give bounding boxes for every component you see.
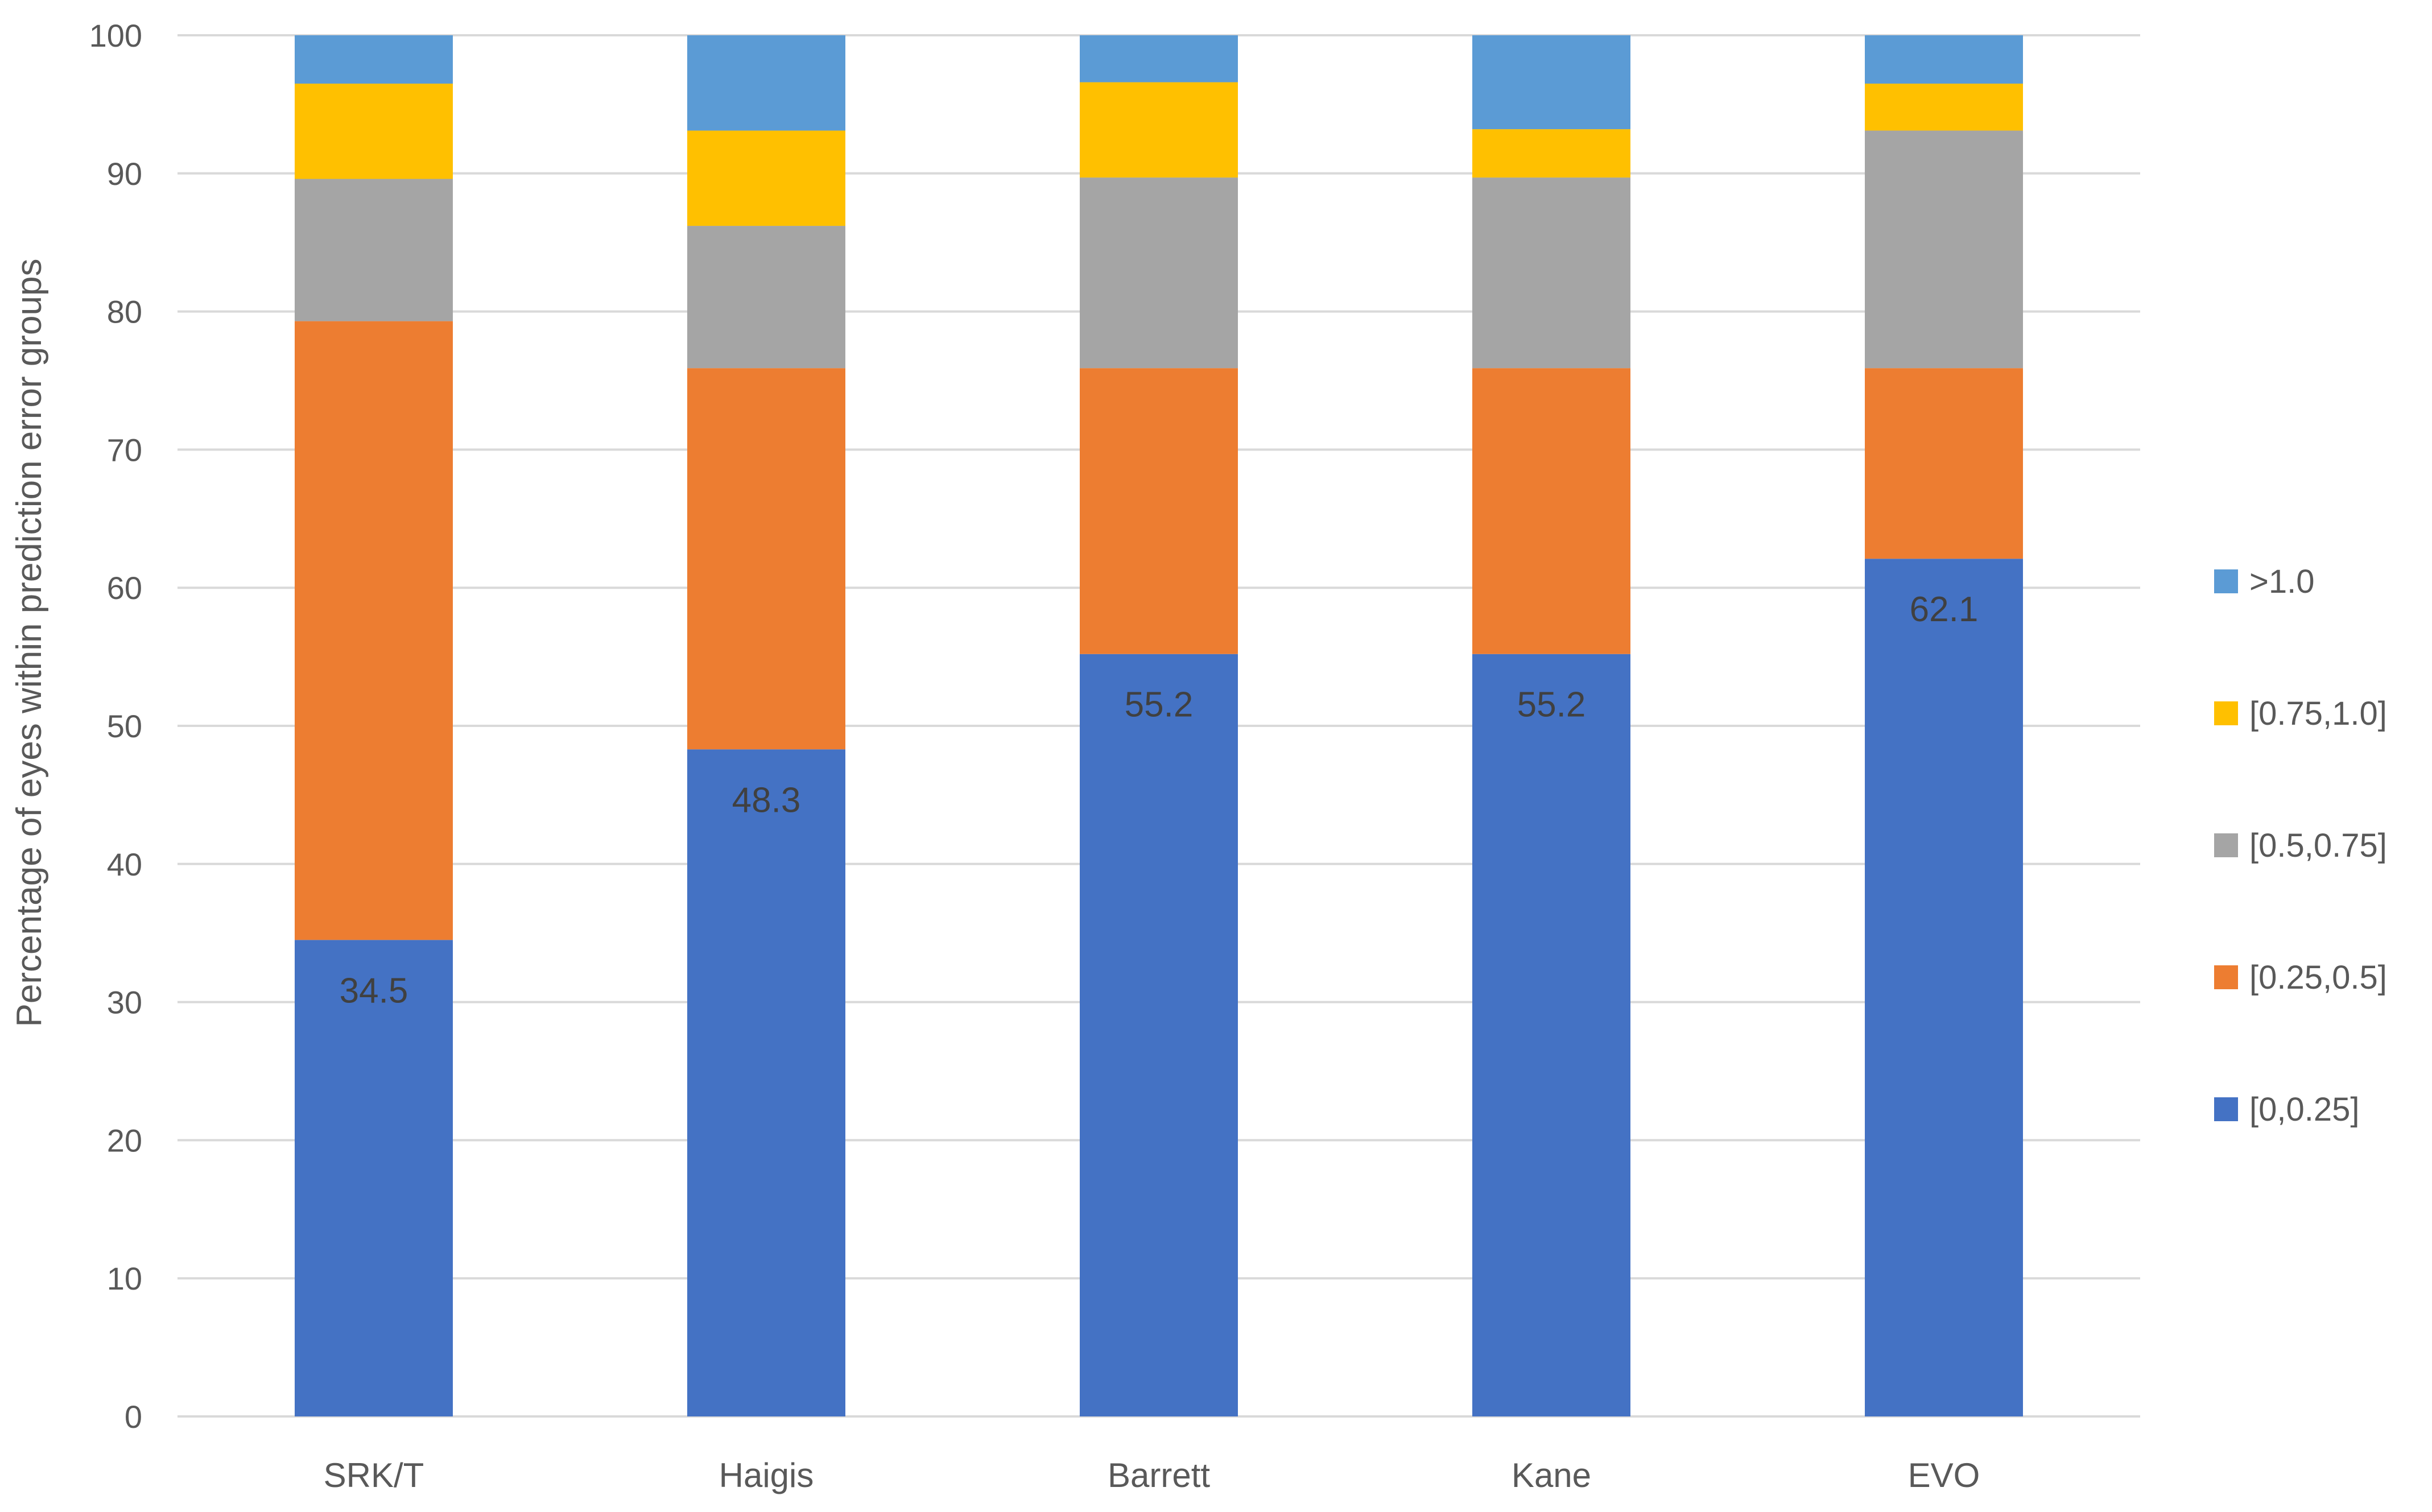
data-labels: 34.5 48.3 55.2 55.2 62.1 — [340, 590, 1979, 1010]
bar-segment — [295, 179, 453, 321]
legend: >1.0 [0.75,1.0] [0.5,0.75] [0.25,0.5] [0,0.2… — [2214, 563, 2387, 1128]
bar-segment — [1080, 368, 1238, 654]
bar-segment — [1472, 129, 1630, 178]
bar-segment — [1080, 177, 1238, 369]
bar-segment — [687, 749, 845, 1416]
bar-segment — [295, 940, 453, 1416]
legend-item: [0.75,1.0] — [2214, 695, 2387, 732]
y-tick-label: 70 — [107, 432, 142, 468]
x-tick-label: Kane — [1512, 1456, 1591, 1494]
y-tick-label: 60 — [107, 570, 142, 606]
legend-label: [0.5,0.75] — [2249, 827, 2387, 864]
x-tick-label: SRK/T — [324, 1456, 424, 1494]
y-tick-label: 30 — [107, 985, 142, 1021]
y-tick-label: 40 — [107, 846, 142, 882]
legend-item: [0.5,0.75] — [2214, 827, 2387, 864]
data-label: 55.2 — [1517, 685, 1586, 725]
legend-label: [0.75,1.0] — [2249, 695, 2387, 732]
bar-segment — [1080, 35, 1238, 82]
bar-segment — [295, 83, 453, 179]
bar-segment — [1865, 130, 2023, 369]
bar-segment — [1472, 654, 1630, 1416]
legend-label: [0.25,0.5] — [2249, 959, 2387, 996]
legend-item: [0.25,0.5] — [2214, 959, 2387, 996]
legend-label: >1.0 — [2249, 563, 2315, 600]
data-label: 34.5 — [340, 971, 408, 1010]
bar-segment — [1080, 654, 1238, 1416]
y-tick-label: 50 — [107, 708, 142, 744]
y-axis-title: Percentage of eyes within prediction err… — [10, 259, 49, 1027]
legend-item: [0,0.25] — [2214, 1091, 2359, 1128]
data-label: 55.2 — [1125, 685, 1194, 725]
y-tick-label: 100 — [89, 18, 142, 53]
x-tick-label: Barrett — [1108, 1456, 1210, 1494]
legend-swatch — [2214, 965, 2238, 989]
bar-segment — [1865, 35, 2023, 84]
bar-segment — [295, 35, 453, 84]
y-tick-label: 80 — [107, 294, 142, 330]
legend-label: [0,0.25] — [2249, 1091, 2359, 1128]
bar-segment — [1472, 177, 1630, 369]
x-tick-label: EVO — [1908, 1456, 1980, 1494]
bar-segment — [687, 130, 845, 226]
data-label: 62.1 — [1910, 590, 1979, 629]
bars — [295, 35, 2023, 1417]
legend-swatch — [2214, 1097, 2238, 1121]
bar-segment — [1865, 83, 2023, 131]
legend-item: >1.0 — [2214, 563, 2315, 600]
bar-segment — [687, 226, 845, 369]
legend-swatch — [2214, 569, 2238, 593]
bar-segment — [687, 368, 845, 750]
x-axis-ticks: SRK/T Haigis Barrett Kane EVO — [324, 1456, 1980, 1494]
bar-segment — [295, 321, 453, 940]
bar-segment — [1080, 82, 1238, 178]
x-tick-label: Haigis — [719, 1456, 814, 1494]
y-tick-label: 90 — [107, 156, 142, 192]
data-label: 48.3 — [732, 780, 801, 820]
legend-swatch — [2214, 701, 2238, 725]
y-axis-ticks: 0 10 20 30 40 50 60 70 80 90 100 — [89, 18, 142, 1435]
y-tick-label: 20 — [107, 1122, 142, 1158]
bar-segment — [1865, 559, 2023, 1417]
bar-segment — [687, 35, 845, 131]
y-tick-label: 0 — [125, 1399, 142, 1435]
y-tick-label: 10 — [107, 1261, 142, 1296]
bar-segment — [1472, 35, 1630, 130]
bar-segment — [1472, 368, 1630, 654]
bar-segment — [1865, 368, 2023, 559]
legend-swatch — [2214, 833, 2238, 857]
